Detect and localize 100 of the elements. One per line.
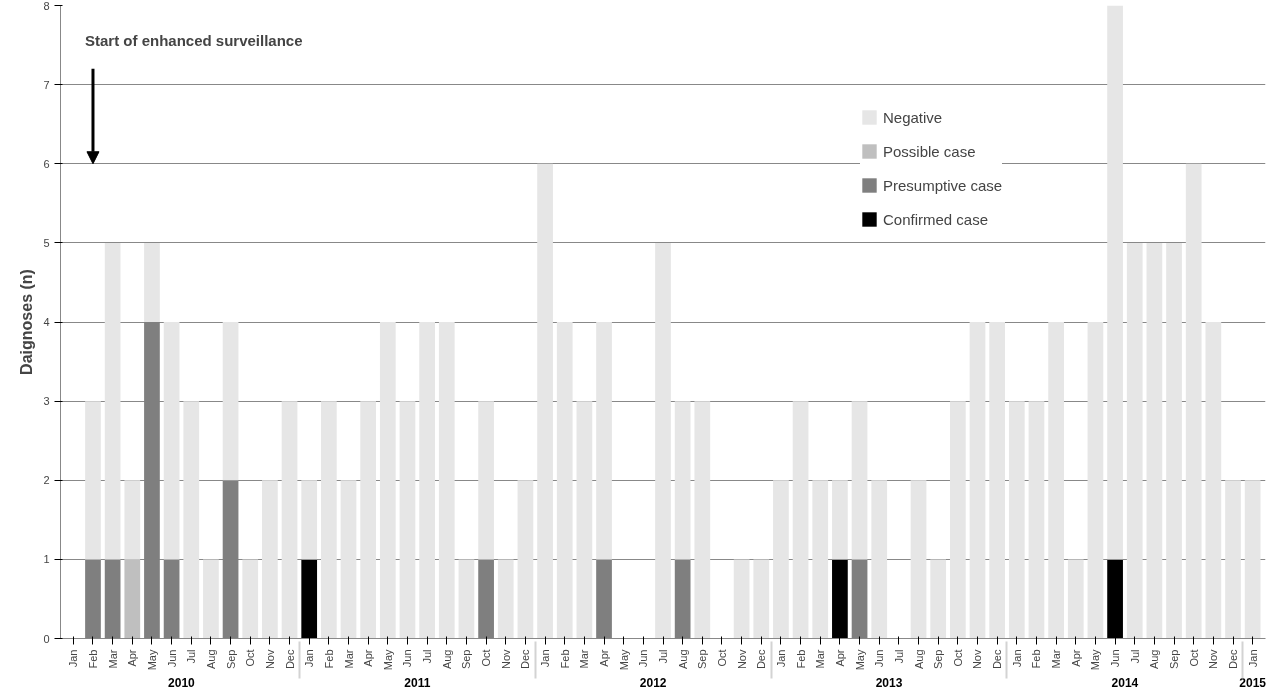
bar [419, 322, 435, 639]
x-tick-label: Sep [1168, 649, 1181, 670]
x-tick-label: Aug [676, 649, 689, 670]
bar [989, 322, 1006, 639]
bar [753, 559, 770, 639]
bar [969, 322, 986, 639]
text: 2012 [639, 676, 667, 691]
bar [262, 480, 278, 639]
bar [556, 322, 573, 639]
x-tick-label: Nov [735, 649, 748, 670]
bar [517, 480, 534, 639]
bar [320, 401, 337, 639]
bar [812, 480, 829, 639]
bar [222, 322, 239, 481]
bar [104, 242, 121, 560]
bar [792, 401, 809, 639]
x-tick-label: Jul [892, 649, 905, 664]
bar [1146, 242, 1163, 639]
x-tick-label: Oct [715, 649, 728, 667]
x-tick-label: Jun [401, 649, 414, 668]
x-tick-label: Apr [126, 649, 139, 667]
x-tick-label: Dec [991, 649, 1004, 670]
text: 2011 [404, 676, 431, 691]
x-tick-label: Mar [106, 649, 119, 669]
x-tick-label: Nov [1207, 649, 1220, 670]
x-tick-label: Jan [303, 649, 316, 668]
x-tick-label: Aug [912, 649, 925, 670]
bar [124, 480, 141, 560]
x-tick-label: Apr [362, 649, 375, 667]
y-tick-label: 5 [43, 236, 50, 249]
x-tick-label: Mar [342, 649, 355, 669]
bar [576, 401, 593, 639]
x-tick-label: Jul [185, 649, 198, 664]
bar [144, 242, 160, 322]
bar [1205, 322, 1222, 639]
bar [281, 401, 298, 639]
bar [910, 480, 927, 639]
x-tick-label: Jul [657, 649, 669, 664]
bar [340, 480, 357, 639]
x-tick-label: Apr [833, 649, 846, 667]
x-tick-label: Feb [1030, 649, 1043, 669]
text: 2014 [1111, 676, 1139, 691]
bar [674, 401, 691, 560]
bar [773, 480, 789, 639]
x-tick-label: May [381, 649, 394, 671]
x-tick-label: Sep [932, 649, 945, 670]
x-tick-label: Nov [263, 649, 276, 670]
x-tick-label: Dec [755, 649, 768, 670]
x-tick-label: May [1089, 649, 1102, 671]
x-tick-label: Feb [322, 649, 335, 669]
x-tick-label: Dec [519, 649, 532, 670]
bar [163, 322, 180, 560]
x-tick-label: Feb [86, 649, 99, 669]
bar [694, 401, 711, 639]
x-tick-label: Nov [499, 649, 512, 670]
bar [301, 480, 318, 560]
x-tick-label: Jan [1246, 649, 1259, 668]
x-tick-label: Oct [1187, 649, 1200, 667]
bar [458, 559, 475, 639]
bar [733, 559, 750, 639]
bar [1087, 322, 1104, 639]
x-tick-label: Apr [1069, 649, 1082, 667]
bar [379, 322, 396, 639]
legend-label: Presumptive case [883, 176, 1003, 194]
x-tick-label: Apr [598, 649, 611, 667]
bar [832, 480, 848, 560]
bar [537, 163, 553, 639]
bar [655, 242, 671, 639]
x-tick-label: Jan [539, 649, 552, 668]
x-tick-label: Jun [165, 649, 178, 668]
bar [1126, 242, 1143, 639]
legend-label: Possible case [883, 142, 976, 160]
bar [124, 559, 141, 639]
x-tick-label: Jan [1010, 649, 1023, 668]
bar [203, 559, 219, 639]
y-tick-label: 8 [43, 0, 50, 12]
x-tick-label: Oct [480, 649, 493, 667]
bar [1225, 480, 1241, 639]
x-tick-label: Dec [283, 649, 296, 670]
bar [360, 401, 377, 639]
x-tick-label: May [617, 649, 630, 671]
x-tick-label: Oct [951, 649, 964, 667]
bar [438, 322, 455, 639]
bar [1028, 401, 1045, 639]
x-tick-label: Mar [814, 649, 827, 669]
bar [242, 559, 259, 639]
x-tick-label: Sep [696, 649, 709, 670]
x-tick-label: Aug [440, 649, 453, 670]
bar [399, 401, 416, 639]
x-tick-label: Aug [204, 649, 217, 670]
y-tick-label: 7 [43, 78, 50, 91]
y-tick-label: 1 [43, 553, 50, 566]
x-tick-label: Nov [971, 649, 984, 670]
x-tick-label: May [145, 649, 158, 671]
x-tick-label: Feb [794, 649, 807, 669]
bar [1048, 322, 1064, 639]
x-tick-label: May [853, 649, 866, 671]
x-tick-label: Mar [578, 649, 591, 669]
bar [949, 401, 966, 639]
bar [596, 322, 612, 560]
